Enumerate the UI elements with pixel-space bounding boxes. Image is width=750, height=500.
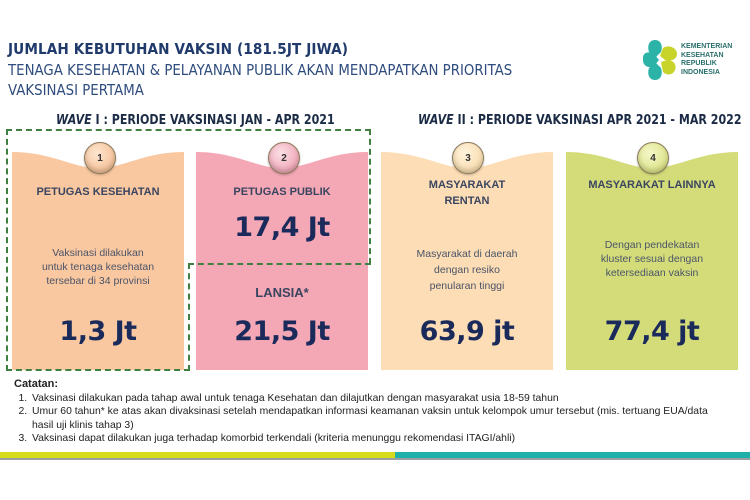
subtitle-line-1: TENAGA KESEHATAN & PELAYANAN PUBLIK AKAN…	[8, 61, 513, 79]
card-masyarakat-rentan: MASYARAKAT RENTAN Masyarakat di daerah d…	[381, 150, 553, 370]
wave-1-outline-right	[369, 129, 371, 264]
card-description: Vaksinasi dilakukan untuk tenaga kesehat…	[41, 247, 155, 287]
note-item: Vaksinasi dilakukan pada tahap awal untu…	[30, 392, 722, 406]
kemenkes-logo: KEMENTERIAN KESEHATAN REPUBLIK INDONESIA	[641, 38, 750, 82]
card-sub-value: 21,5 Jt	[234, 316, 330, 347]
footer-bar-gray	[0, 458, 750, 460]
wave-1-outline-left	[6, 129, 8, 371]
card-category: MASYARAKAT LAINNYA	[588, 179, 716, 191]
card-wave-top	[381, 152, 553, 170]
card-body: MASYARAKAT LAINNYA Dengan pendekatan klu…	[566, 168, 738, 370]
wave-2-title: WAVE II : PERIODE VAKSINASI APR 2021 - M…	[418, 113, 742, 128]
card-value: 63,9 jt	[419, 316, 515, 347]
card-body: MASYARAKAT RENTAN Masyarakat di daerah d…	[381, 168, 553, 370]
wave-1-outline-step	[188, 263, 371, 265]
card-wave-top	[12, 152, 184, 170]
card-description: Masyarakat di daerah dengan resiko penul…	[416, 248, 518, 292]
subtitle-line-2: VAKSINASI PERTAMA	[8, 81, 144, 99]
card-petugas-kesehatan: PETUGAS KESEHATAN Vaksinasi dilakukan un…	[12, 150, 184, 370]
card-sub-category: LANSIA*	[255, 285, 309, 300]
wave-1-title: WAVE I : PERIODE VAKSINASI JAN - APR 202…	[56, 113, 335, 128]
note-item: Umur 60 tahun* ke atas akan divaksinasi …	[30, 405, 722, 432]
number-badge-1: 1	[84, 142, 116, 174]
notes-heading: Catatan:	[14, 378, 59, 390]
page-title: JUMLAH KEBUTUHAN VAKSIN (181.5JT JIWA)	[8, 40, 349, 58]
number-badge-2: 2	[268, 142, 300, 174]
card-body: PETUGAS PUBLIK 17,4 Jt LANSIA* 21,5 Jt	[196, 168, 368, 370]
footer-bar-yellow	[0, 452, 395, 458]
card-wave-top	[196, 152, 368, 170]
card-value: 77,4 jt	[604, 316, 700, 347]
wave-1-outline-bottom	[6, 369, 190, 371]
card-body: PETUGAS KESEHATAN Vaksinasi dilakukan un…	[12, 168, 184, 370]
notes-list: Vaksinasi dilakukan pada tahap awal untu…	[14, 392, 722, 446]
card-category: MASYARAKAT RENTAN	[428, 179, 506, 207]
card-value: 17,4 Jt	[234, 212, 330, 243]
card-wave-top	[566, 152, 738, 170]
card-petugas-publik: PETUGAS PUBLIK 17,4 Jt LANSIA* 21,5 Jt	[196, 150, 368, 370]
card-description: Dengan pendekatan kluster sesuai dengan …	[600, 239, 704, 279]
footer-bar-teal	[395, 452, 750, 458]
wave-1-outline-top	[6, 129, 371, 131]
card-category: PETUGAS PUBLIK	[233, 186, 331, 198]
kemenkes-logo-icon	[643, 40, 677, 80]
card-value: 1,3 Jt	[59, 316, 137, 347]
wave-1-outline-inner	[188, 263, 190, 371]
card-masyarakat-lainnya: MASYARAKAT LAINNYA Dengan pendekatan klu…	[566, 150, 738, 370]
number-badge-3: 3	[452, 142, 484, 174]
note-item: Vaksinasi dapat dilakukan juga terhadap …	[30, 432, 722, 446]
card-category: PETUGAS KESEHATAN	[36, 186, 160, 198]
number-badge-4: 4	[637, 142, 669, 174]
logo-text: KEMENTERIAN KESEHATAN REPUBLIK INDONESIA	[681, 43, 733, 76]
notes-section: Catatan: Vaksinasi dilakukan pada tahap …	[14, 378, 722, 446]
page-subtitle: TENAGA KESEHATAN & PELAYANAN PUBLIK AKAN…	[8, 60, 512, 100]
